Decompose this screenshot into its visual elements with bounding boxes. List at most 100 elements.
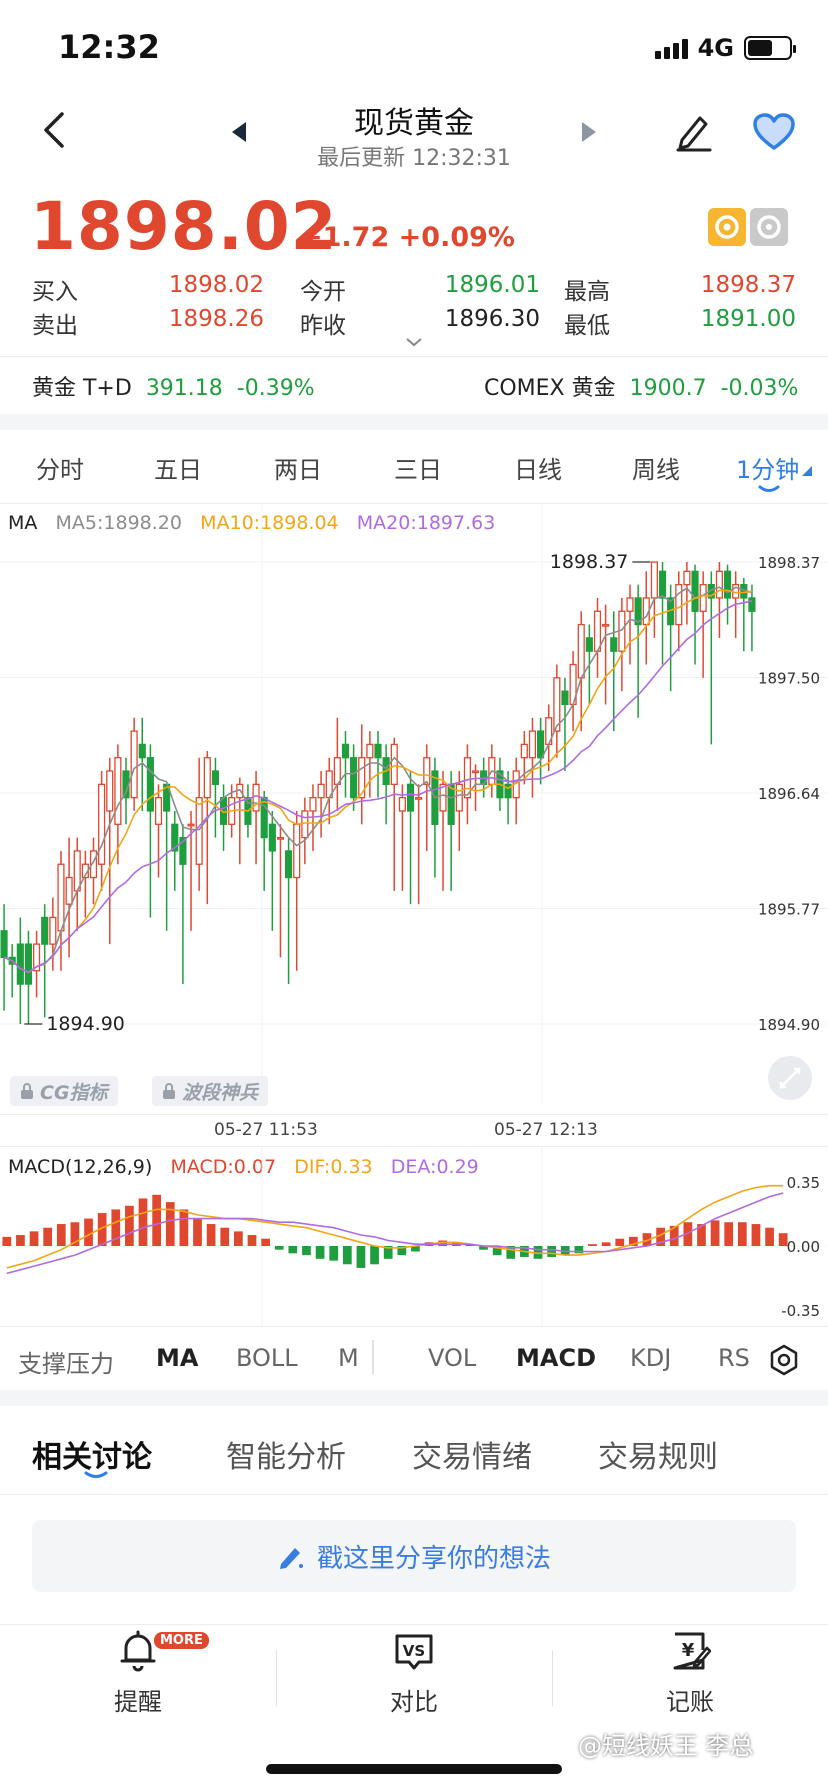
macd-bar (302, 1246, 311, 1256)
nav-separator (276, 1650, 277, 1706)
macd-bar (152, 1194, 161, 1246)
macd-legend: MACD(12,26,9) MACD:0.07 DIF:0.33 DEA:0.2… (8, 1156, 479, 1178)
active-tab-indicator (84, 1471, 108, 1478)
macd-bar (329, 1246, 339, 1261)
quote-label: 昨收 (300, 313, 346, 339)
back-arrow-icon[interactable] (38, 110, 72, 150)
period-tab[interactable]: 分时 (36, 456, 84, 484)
candle (626, 584, 634, 665)
x-tick-label: 05-27 11:53 (214, 1120, 318, 1140)
candle (471, 764, 480, 811)
macd-bar (84, 1218, 93, 1246)
macd-bar (438, 1240, 448, 1246)
indicator-settings-icon[interactable] (768, 1344, 800, 1376)
comment-input[interactable]: 戳这里分享你的想法 (32, 1520, 796, 1592)
macd-bar (193, 1218, 202, 1246)
indicator-tab[interactable]: BOLL (236, 1344, 298, 1372)
content-tab[interactable]: 交易规则 (598, 1440, 718, 1475)
macd-y-tick-label: 0.35 (787, 1174, 820, 1192)
macd-y-tick-label: 0.00 (787, 1238, 820, 1256)
next-instrument-icon[interactable] (580, 122, 596, 142)
home-indicator[interactable] (266, 1764, 562, 1774)
indicator-tab[interactable]: 支撑压力 (18, 1350, 114, 1378)
cg-indicator-button[interactable]: CG指标 (10, 1076, 118, 1106)
candle (0, 904, 8, 1011)
status-time: 12:32 (58, 28, 160, 66)
quote-value: 1891.00 (700, 306, 796, 332)
edit-icon[interactable] (674, 110, 714, 152)
macd-bar (165, 1202, 175, 1246)
candle (675, 571, 683, 652)
content-tab[interactable]: 交易情绪 (412, 1440, 532, 1475)
nav-compare[interactable]: VS 对比 (334, 1630, 494, 1717)
candle (138, 717, 146, 811)
ma20-value: MA20:1897.63 (356, 512, 496, 534)
ledger-icon: ¥ (673, 1632, 712, 1670)
indicator-tab[interactable]: MACD (516, 1344, 596, 1372)
macd-bar (220, 1227, 230, 1246)
low-marker-label: 1894.90 (46, 1013, 125, 1035)
battery-icon (744, 36, 796, 60)
favorite-heart-icon[interactable] (752, 112, 796, 152)
settings-badge-icon[interactable] (750, 208, 788, 246)
content-tab[interactable]: 相关讨论 (32, 1440, 152, 1475)
candle (171, 810, 179, 891)
period-tab[interactable]: 周线 (632, 456, 680, 484)
expand-chevron-icon[interactable] (404, 336, 424, 348)
divider (0, 356, 828, 357)
related-instrument-1[interactable]: 黄金 T+D 391.18 -0.39% (32, 370, 315, 402)
related-instrument-2[interactable]: COMEX 黄金 1900.7 -0.03% (484, 370, 798, 402)
macd-chart[interactable]: 0.35 0.00 -0.35 (0, 1146, 828, 1326)
indicator-tab[interactable]: VOL (428, 1344, 477, 1372)
period-dropdown-icon[interactable] (802, 466, 812, 476)
nav-ledger[interactable]: ¥ 记账 (610, 1630, 770, 1717)
quote-label: 买入 (32, 279, 78, 305)
period-tab[interactable]: 五日 (154, 456, 202, 484)
period-tab[interactable]: 两日 (274, 456, 322, 484)
fullscreen-icon[interactable] (768, 1056, 812, 1100)
period-tab[interactable]: 日线 (514, 456, 562, 484)
ma5-value: MA5:1898.20 (55, 512, 182, 534)
candle (723, 564, 732, 625)
lock-icon (163, 1083, 175, 1099)
candle (439, 771, 447, 891)
current-price: 1898.02 (30, 188, 338, 265)
macd-bar (574, 1246, 584, 1254)
refresh-badge-icon[interactable] (708, 208, 746, 246)
dea-line (6, 1192, 784, 1275)
quote-label: 今开 (300, 279, 346, 305)
network-type: 4G (697, 34, 734, 62)
candle (366, 731, 374, 798)
candle (602, 604, 610, 705)
macd-bar (588, 1244, 597, 1246)
section-separator (0, 414, 828, 430)
period-tab[interactable]: 三日 (394, 456, 442, 484)
content-tab[interactable]: 智能分析 (226, 1440, 346, 1475)
indicator-tab[interactable]: MA (156, 1344, 199, 1372)
macd-bar (629, 1236, 638, 1246)
nav-remind[interactable]: 提醒 (58, 1630, 218, 1717)
macd-bar (615, 1238, 625, 1246)
macd-bar (261, 1238, 270, 1246)
indicator-tab[interactable]: KDJ (630, 1344, 672, 1372)
candle (553, 664, 561, 758)
candle (195, 757, 203, 891)
indicator-tab[interactable]: RS (718, 1344, 750, 1372)
macd-label: MACD(12,26,9) (8, 1156, 153, 1178)
macd-bar (683, 1222, 693, 1246)
watermark: @短线妖王 李总 (578, 1732, 754, 1760)
candle (463, 744, 471, 825)
wave-tool-button[interactable]: 波段神兵 (152, 1076, 269, 1106)
candle (333, 717, 341, 811)
candle (528, 717, 537, 798)
y-tick-label: 1897.50 (758, 670, 820, 688)
quote-value: 1898.26 (168, 306, 264, 332)
indicator-tab[interactable]: M (338, 1344, 359, 1372)
quote-value: 1898.02 (168, 272, 264, 298)
period-tab[interactable]: 1分钟 (736, 456, 800, 484)
macd-bar (506, 1246, 516, 1259)
candle (268, 810, 276, 931)
prev-instrument-icon[interactable] (232, 122, 248, 142)
candle (317, 771, 325, 838)
candlestick-chart[interactable]: 1898.37 1897.50 1896.64 1895.77 1894.90 1898.… (0, 504, 828, 1104)
